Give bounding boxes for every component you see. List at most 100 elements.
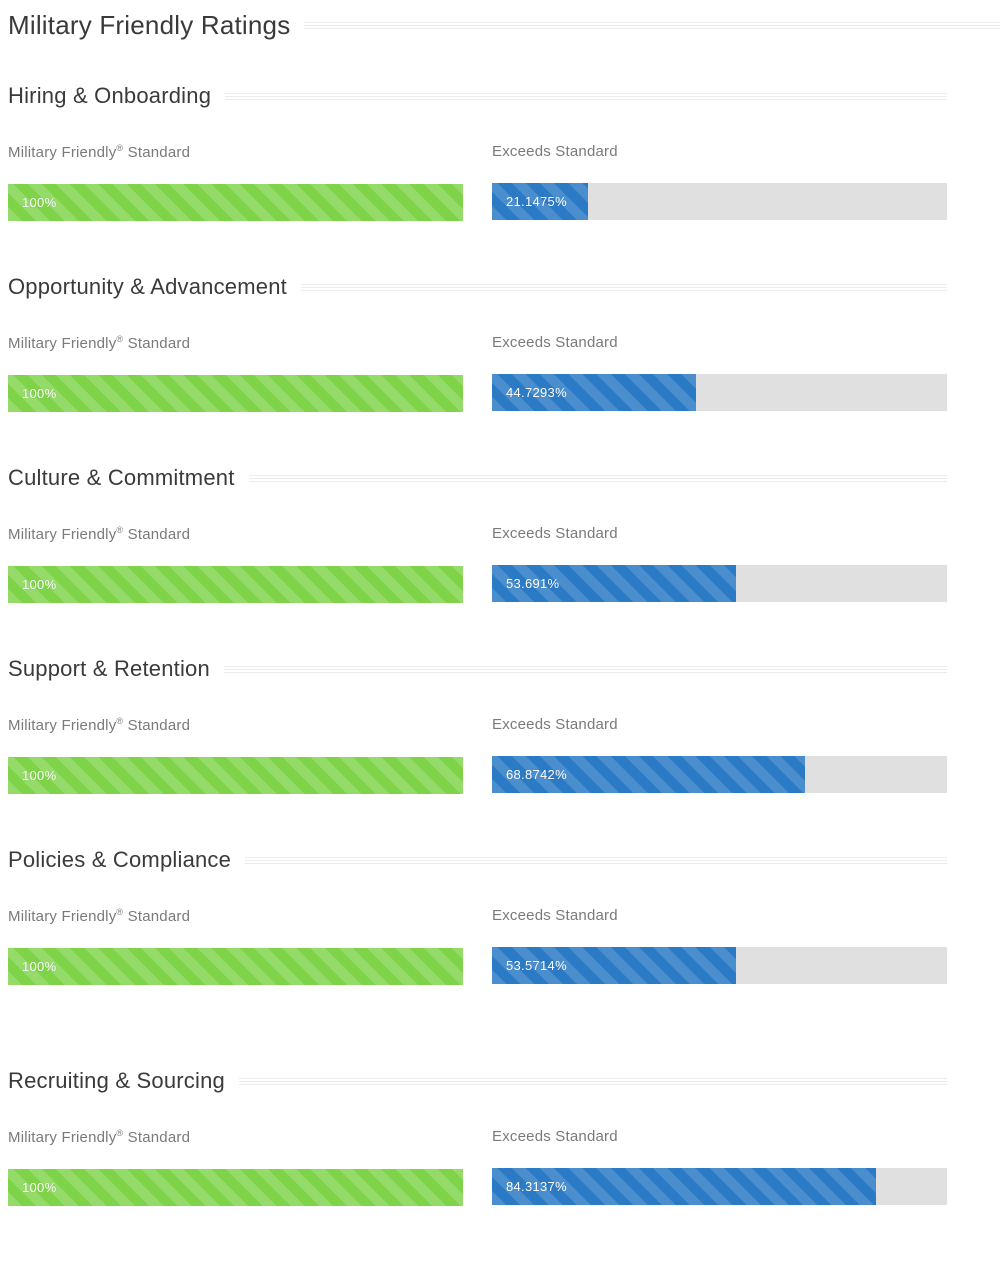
standard-bar-fill: 100% [8, 757, 463, 794]
standard-label: Military Friendly® Standard [8, 1128, 463, 1146]
exceeds-bar-value: 53.691% [506, 576, 560, 591]
exceeds-bar-value: 68.8742% [506, 767, 567, 782]
exceeds-label: Exceeds Standard [492, 907, 618, 924]
section-heading-row: Policies & Compliance [8, 847, 1000, 873]
exceeds-bar-track: 68.8742% [492, 756, 947, 793]
standard-label: Military Friendly® Standard [8, 334, 463, 352]
rating-section: Recruiting & Sourcing Military Friendly®… [8, 1068, 1000, 1206]
standard-bar-fill: 100% [8, 1169, 463, 1206]
standard-label: Military Friendly® Standard [8, 143, 463, 161]
standard-bar-fill: 100% [8, 184, 463, 221]
standard-bar-value: 100% [22, 768, 57, 783]
exceeds-bar-fill: 21.1475% [492, 183, 589, 220]
standard-label-suffix: Standard [123, 526, 191, 543]
standard-column: Military Friendly® Standard 100% [8, 143, 463, 221]
page-title-row: Military Friendly Ratings [8, 10, 1000, 41]
standard-bar-fill: 100% [8, 566, 463, 603]
exceeds-label: Exceeds Standard [492, 525, 618, 542]
exceeds-bar-track: 53.691% [492, 565, 947, 602]
section-title: Culture & Commitment [8, 465, 235, 490]
exceeds-bar-track: 21.1475% [492, 183, 947, 220]
section-heading-row: Culture & Commitment [8, 465, 1000, 491]
standard-label-text: Military Friendly [8, 908, 117, 925]
standard-label-text: Military Friendly [8, 335, 117, 352]
standard-bar-value: 100% [22, 1180, 57, 1195]
exceeds-bar-value: 21.1475% [506, 194, 567, 209]
standard-column: Military Friendly® Standard 100% [8, 716, 463, 794]
registered-mark: ® [116, 716, 124, 726]
standard-label-suffix: Standard [123, 144, 191, 161]
exceeds-column: Exceeds Standard 21.1475% [492, 143, 947, 221]
exceeds-bar-fill: 84.3137% [492, 1168, 876, 1205]
section-heading-row: Hiring & Onboarding [8, 83, 1000, 109]
standard-label-suffix: Standard [123, 335, 191, 352]
standard-bar-track: 100% [8, 184, 463, 221]
standard-bar-track: 100% [8, 375, 463, 412]
rating-section: Culture & Commitment Military Friendly® … [8, 465, 1000, 603]
section-rule [225, 92, 947, 100]
standard-bar-fill: 100% [8, 948, 463, 985]
standard-bar-value: 100% [22, 959, 57, 974]
standard-bar-value: 100% [22, 386, 57, 401]
standard-column: Military Friendly® Standard 100% [8, 1128, 463, 1206]
standard-label-text: Military Friendly [8, 1129, 117, 1146]
exceeds-bar-value: 53.5714% [506, 958, 567, 973]
exceeds-bar-track: 44.7293% [492, 374, 947, 411]
exceeds-column: Exceeds Standard 68.8742% [492, 716, 947, 794]
section-title: Hiring & Onboarding [8, 83, 212, 108]
standard-bar-track: 100% [8, 757, 463, 794]
registered-mark: ® [116, 907, 124, 917]
section-rule [245, 856, 947, 864]
rating-section: Opportunity & Advancement Military Frien… [8, 274, 1000, 412]
standard-label: Military Friendly® Standard [8, 716, 463, 734]
standard-bar-track: 100% [8, 948, 463, 985]
section-columns: Military Friendly® Standard 100% Exceeds… [8, 716, 1000, 794]
section-title: Recruiting & Sourcing [8, 1068, 225, 1093]
exceeds-label: Exceeds Standard [492, 334, 618, 351]
standard-bar-fill: 100% [8, 375, 463, 412]
registered-mark: ® [116, 1128, 124, 1138]
exceeds-bar-fill: 68.8742% [492, 756, 806, 793]
exceeds-bar-value: 84.3137% [506, 1179, 567, 1194]
section-rule [223, 665, 947, 673]
exceeds-bar-fill: 53.5714% [492, 947, 736, 984]
section-rule [238, 1077, 947, 1085]
exceeds-label: Exceeds Standard [492, 1128, 618, 1145]
standard-label-text: Military Friendly [8, 526, 117, 543]
section-heading-row: Support & Retention [8, 656, 1000, 682]
exceeds-label: Exceeds Standard [492, 143, 618, 160]
section-columns: Military Friendly® Standard 100% Exceeds… [8, 143, 1000, 221]
exceeds-bar-track: 84.3137% [492, 1168, 947, 1205]
standard-column: Military Friendly® Standard 100% [8, 525, 463, 603]
exceeds-bar-value: 44.7293% [506, 385, 567, 400]
standard-column: Military Friendly® Standard 100% [8, 907, 463, 985]
standard-bar-track: 100% [8, 566, 463, 603]
standard-label: Military Friendly® Standard [8, 907, 463, 925]
registered-mark: ® [116, 525, 124, 535]
standard-label-suffix: Standard [123, 1129, 191, 1146]
standard-column: Military Friendly® Standard 100% [8, 334, 463, 412]
standard-label-text: Military Friendly [8, 717, 117, 734]
standard-bar-value: 100% [22, 577, 57, 592]
registered-mark: ® [116, 334, 124, 344]
standard-label: Military Friendly® Standard [8, 525, 463, 543]
section-columns: Military Friendly® Standard 100% Exceeds… [8, 334, 1000, 412]
section-heading-row: Recruiting & Sourcing [8, 1068, 1000, 1094]
section-title: Support & Retention [8, 656, 210, 681]
exceeds-bar-fill: 53.691% [492, 565, 737, 602]
section-heading-row: Opportunity & Advancement [8, 274, 1000, 300]
section-title: Opportunity & Advancement [8, 274, 287, 299]
page-title: Military Friendly Ratings [8, 10, 291, 40]
rating-section: Support & Retention Military Friendly® S… [8, 656, 1000, 794]
title-rule [304, 22, 1000, 29]
standard-bar-value: 100% [22, 195, 57, 210]
exceeds-label: Exceeds Standard [492, 716, 618, 733]
standard-bar-track: 100% [8, 1169, 463, 1206]
exceeds-column: Exceeds Standard 84.3137% [492, 1128, 947, 1206]
standard-label-suffix: Standard [123, 717, 191, 734]
rating-section: Policies & Compliance Military Friendly®… [8, 847, 1000, 985]
exceeds-bar-fill: 44.7293% [492, 374, 696, 411]
sections: Hiring & Onboarding Military Friendly® S… [8, 83, 1000, 1206]
exceeds-bar-track: 53.5714% [492, 947, 947, 984]
